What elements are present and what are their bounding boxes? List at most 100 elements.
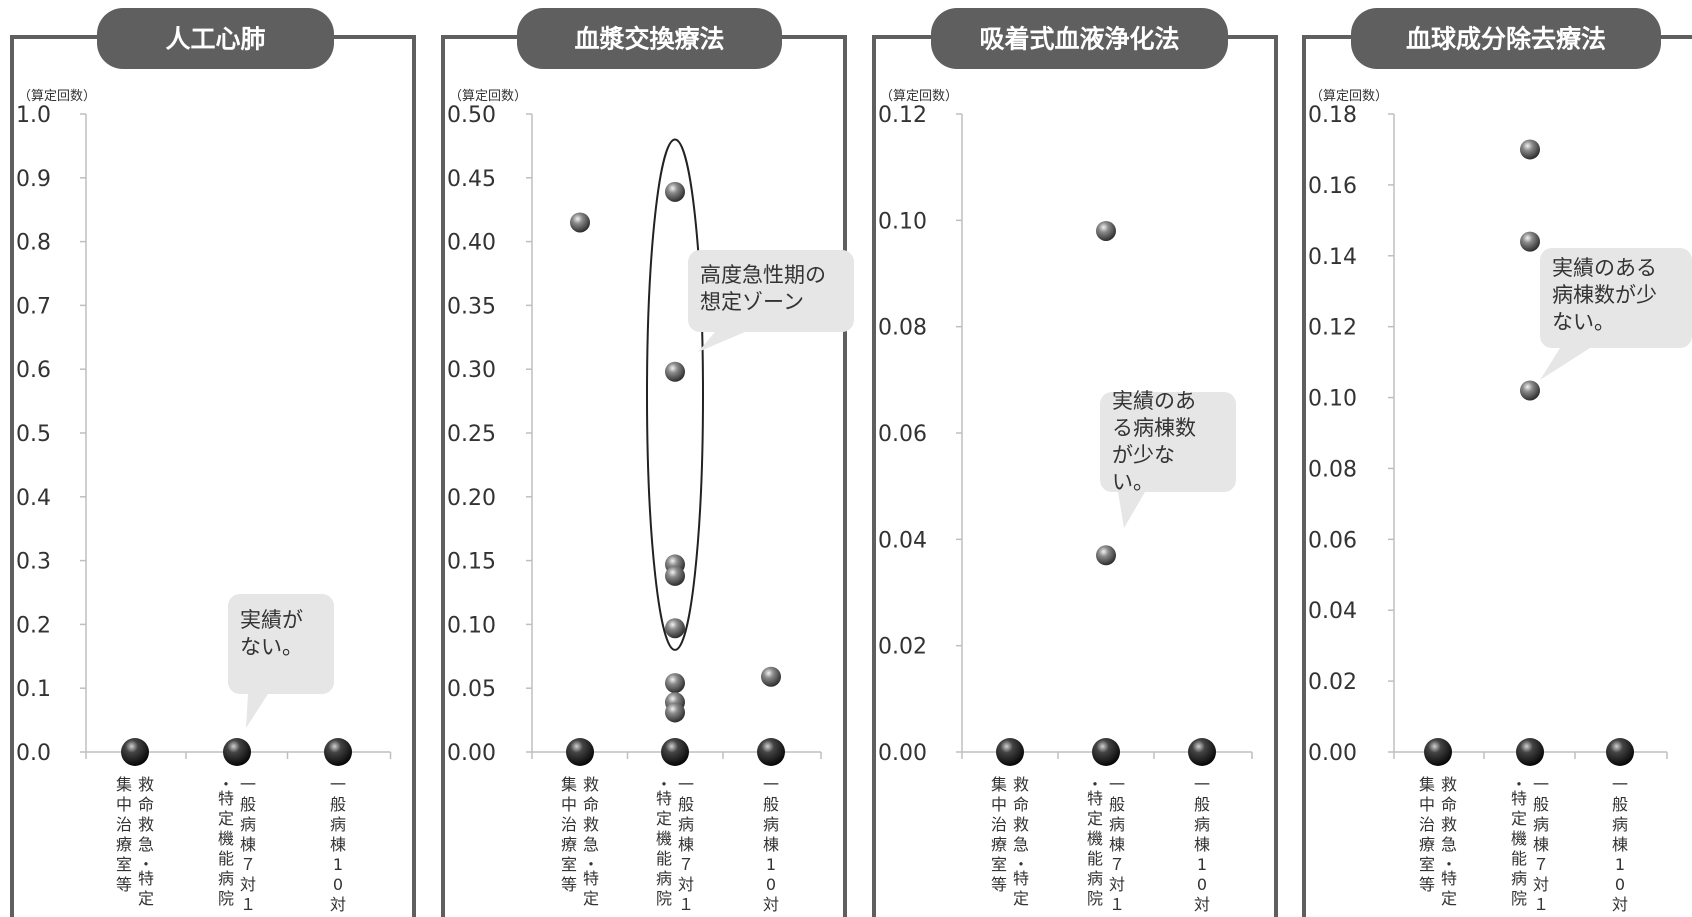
x-category-char: 病 [240, 815, 256, 834]
x-category-char: ・ [1441, 855, 1457, 874]
x-category-char: 室 [991, 855, 1007, 874]
x-category-char: 特 [1087, 789, 1103, 808]
x-category-char: 救 [583, 815, 599, 834]
callout-bubble [228, 594, 334, 694]
data-point [665, 565, 685, 586]
x-category-char: 療 [561, 835, 577, 854]
x-category-char: 0 [1615, 875, 1625, 894]
callout-bubble [688, 250, 854, 332]
y-tick-label: 0.20 [447, 486, 496, 511]
chart-panel-2: 血漿交換療法 （算定回数） 0.00 0.05 0.10 0.15 0.20 0.25 0.30… [441, 8, 854, 917]
y-tick-label: 0.14 [1308, 245, 1357, 270]
y-tick-label: 0.6 [16, 358, 51, 383]
callout-text: 想定ゾーン [700, 290, 804, 314]
x-category-char: 集 [1419, 775, 1435, 794]
x-category-char: ・ [583, 855, 599, 874]
y-axis-unit-label: （算定回数） [18, 89, 96, 104]
panel-frame [1302, 35, 1692, 917]
data-point [1520, 380, 1540, 401]
callout-text: る病棟数 [1112, 416, 1196, 440]
x-category-char: 一 [1533, 775, 1549, 794]
x-category-char: 1 [766, 855, 776, 874]
panel-frame [10, 35, 416, 917]
data-point [570, 212, 590, 233]
y-tick-label: 0.35 [447, 294, 496, 319]
x-category-char: 棟 [1612, 835, 1628, 854]
x-category-char: 等 [1419, 875, 1435, 894]
x-category-char: 定 [138, 889, 154, 908]
x-category-char: 病 [1511, 869, 1527, 888]
y-tick-label: 0.2 [16, 613, 51, 638]
chart-title-bg [517, 8, 782, 69]
data-point [761, 666, 781, 687]
data-point [1188, 738, 1216, 766]
x-category-char: 病 [763, 815, 779, 834]
y-tick-label: 0.08 [878, 316, 927, 341]
x-category-char: 定 [1441, 889, 1457, 908]
x-category-char: 対 [1612, 895, 1628, 914]
callout-text: が少な [1112, 443, 1175, 467]
x-category-char: 治 [116, 815, 132, 834]
x-category-char: １ [1109, 895, 1125, 914]
y-tick-label: 0.8 [16, 231, 51, 256]
y-tick-label: 0.10 [878, 209, 927, 234]
x-category-char: 病 [1533, 815, 1549, 834]
x-category-char: 1 [1197, 855, 1207, 874]
x-category-char: 棟 [763, 835, 779, 854]
data-point [665, 618, 685, 639]
x-category-label: 一般病棟10対１ [763, 775, 779, 917]
y-tick-label: 0.10 [1308, 387, 1357, 412]
callout-text: ない。 [1552, 310, 1615, 334]
x-category-char: 対 [1194, 895, 1210, 914]
y-tick-label: 0.04 [1308, 599, 1357, 624]
callout-text: 病棟数が少 [1552, 283, 1657, 307]
x-category-char: １ [1194, 915, 1210, 917]
x-category-char: 能 [1511, 849, 1527, 868]
x-category-char: 急 [1013, 835, 1029, 854]
x-category-char: １ [330, 915, 346, 917]
callout-tail [246, 694, 268, 728]
x-category-char: 治 [561, 815, 577, 834]
data-point [324, 738, 352, 766]
x-category-char: 般 [240, 795, 256, 814]
x-category-char: 特 [218, 789, 234, 808]
x-category-char: 中 [561, 795, 577, 814]
callout-text: 高度急性期の [700, 263, 826, 287]
x-category-char: ・ [1087, 775, 1103, 794]
x-category-char: 定 [656, 809, 672, 828]
x-category-char: 救 [1013, 775, 1029, 794]
chart-panel-4: 血球成分除去療法 （算定回数） 0.00 0.02 0.04 0.06 0.08 0.10 0.… [1302, 8, 1692, 917]
x-category-char: 0 [1197, 875, 1207, 894]
x-category-char: 対 [763, 895, 779, 914]
x-category-char: 棟 [678, 835, 694, 854]
data-point [1424, 738, 1452, 766]
x-category-char: 1 [333, 855, 343, 874]
data-point [661, 738, 689, 766]
y-tick-label: 0.40 [447, 231, 496, 256]
x-category-char: ・ [656, 775, 672, 794]
x-category-char: 棟 [1194, 835, 1210, 854]
x-category-char: 一 [330, 775, 346, 794]
y-tick-label: 0.12 [1308, 316, 1357, 341]
y-tick-label: 0.06 [1308, 528, 1357, 553]
x-category-char: 救 [1013, 815, 1029, 834]
x-category-char: 一 [1194, 775, 1210, 794]
x-category-char: 特 [138, 869, 154, 888]
data-point [665, 361, 685, 382]
x-category-char: 集 [991, 775, 1007, 794]
y-tick-label: 0.9 [16, 167, 51, 192]
zone-ellipse [646, 138, 704, 651]
x-category-char: 般 [763, 795, 779, 814]
y-tick-label: 0.04 [878, 528, 927, 553]
y-tick-label: 0.3 [16, 550, 51, 575]
x-category-char: 室 [1419, 855, 1435, 874]
data-point [566, 738, 594, 766]
x-category-char: 等 [561, 875, 577, 894]
x-category-char: １ [763, 915, 779, 917]
x-category-char: ７ [678, 855, 694, 874]
